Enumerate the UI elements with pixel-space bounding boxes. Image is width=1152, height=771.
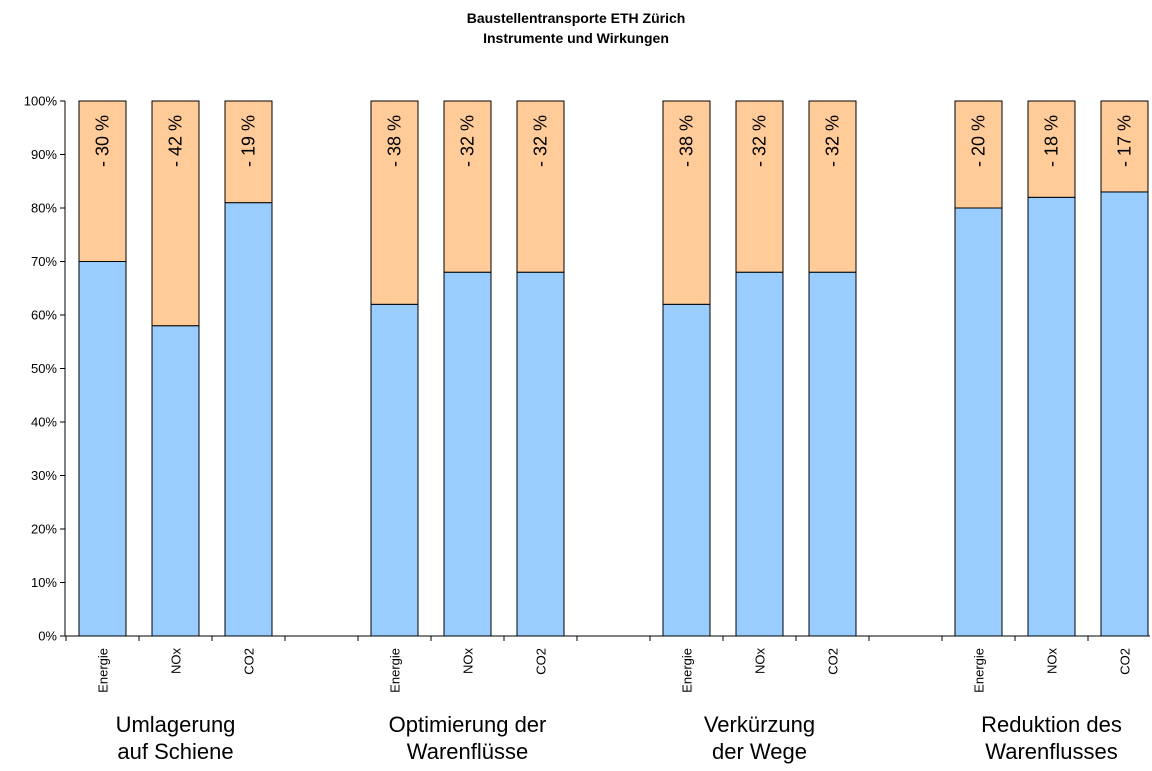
bar-data-label: - 30 % — [93, 115, 113, 167]
bar-reduction — [1027, 100, 1076, 198]
bar-data-label: - 42 % — [166, 115, 186, 167]
bar-data-label: - 38 % — [677, 115, 697, 167]
y-tick-label: 30% — [31, 468, 57, 483]
bar-reduction — [516, 100, 565, 273]
bar-remaining — [224, 202, 273, 637]
bar-reduction — [954, 100, 1003, 209]
group-label-line: Umlagerung — [116, 712, 236, 737]
group-label-line: Warenflusses — [985, 739, 1117, 764]
bar-remaining — [151, 325, 200, 637]
chart-title-line1: Baustellentransporte ETH Zürich — [466, 10, 686, 26]
y-tick-label: 50% — [31, 361, 57, 376]
bar-reduction — [808, 100, 857, 273]
bar-remaining — [370, 303, 419, 637]
bar-data-label: - 20 % — [969, 115, 989, 167]
x-category-label: Energie — [96, 648, 111, 693]
bar-reduction — [443, 100, 492, 273]
group-label-line: Warenflüsse — [407, 739, 528, 764]
bar-data-label: - 32 % — [458, 115, 478, 167]
x-category-label: CO2 — [242, 648, 257, 675]
y-tick-label: 90% — [31, 147, 57, 162]
x-category-label: Energie — [972, 648, 987, 693]
x-category-label: NOx — [169, 648, 184, 675]
y-tick-label: 20% — [31, 522, 57, 537]
bar-reduction — [1100, 100, 1149, 193]
bar-remaining — [662, 303, 711, 637]
chart-title-line2: Instrumente und Wirkungen — [483, 30, 669, 46]
bar-reduction — [735, 100, 784, 273]
x-category-label: NOx — [461, 648, 476, 675]
y-tick-label: 10% — [31, 575, 57, 590]
bar-data-label: - 32 % — [750, 115, 770, 167]
bar-reduction — [370, 100, 419, 305]
y-tick-label: 60% — [31, 308, 57, 323]
x-category-label: CO2 — [1118, 648, 1133, 675]
bar-remaining — [1027, 196, 1076, 637]
group-label-line: Optimierung der — [389, 712, 547, 737]
bar-data-label: - 17 % — [1115, 115, 1135, 167]
x-category-label: NOx — [753, 648, 768, 675]
bar-data-label: - 18 % — [1042, 115, 1062, 167]
bar-remaining — [735, 271, 784, 637]
group-label-line: Verkürzung — [704, 712, 815, 737]
y-tick-label: 40% — [31, 415, 57, 430]
y-tick-label: 70% — [31, 254, 57, 269]
bar-remaining — [516, 271, 565, 637]
x-axis — [65, 635, 1150, 641]
chart-title: Baustellentransporte ETH Zürich Instrume… — [0, 8, 1152, 48]
group-label-line: Reduktion des — [981, 712, 1122, 737]
bar-remaining — [954, 207, 1003, 637]
y-tick-label: 100% — [24, 94, 58, 109]
bar-reduction — [78, 100, 127, 262]
bar-reduction — [662, 100, 711, 305]
bars — [78, 100, 1149, 637]
bar-data-label: - 19 % — [239, 115, 259, 167]
x-category-label: NOx — [1045, 648, 1060, 675]
bar-reduction — [151, 100, 200, 327]
y-tick-label: 80% — [31, 201, 57, 216]
bar-remaining — [808, 271, 857, 637]
x-category-label: Energie — [680, 648, 695, 693]
x-category-label: CO2 — [826, 648, 841, 675]
y-tick-label: 0% — [38, 629, 57, 644]
y-axis: 0% 10% 20% 30% 40% 50% 60% 70% 80% 90% 100% — [24, 94, 66, 644]
x-category-label: CO2 — [534, 648, 549, 675]
group-label-line: auf Schiene — [117, 739, 233, 764]
bar-data-label: - 32 % — [823, 115, 843, 167]
labels: - 30 % Energie - 42 % NOx - 19 % CO2 Umlagerun… — [93, 115, 1135, 764]
bar-remaining — [1100, 191, 1149, 637]
bar-remaining — [443, 271, 492, 637]
bar-reduction — [224, 100, 273, 204]
bar-remaining — [78, 261, 127, 637]
x-category-label: Energie — [388, 648, 403, 693]
group-label-line: der Wege — [712, 739, 807, 764]
bar-data-label: - 38 % — [385, 115, 405, 167]
bar-data-label: - 32 % — [531, 115, 551, 167]
